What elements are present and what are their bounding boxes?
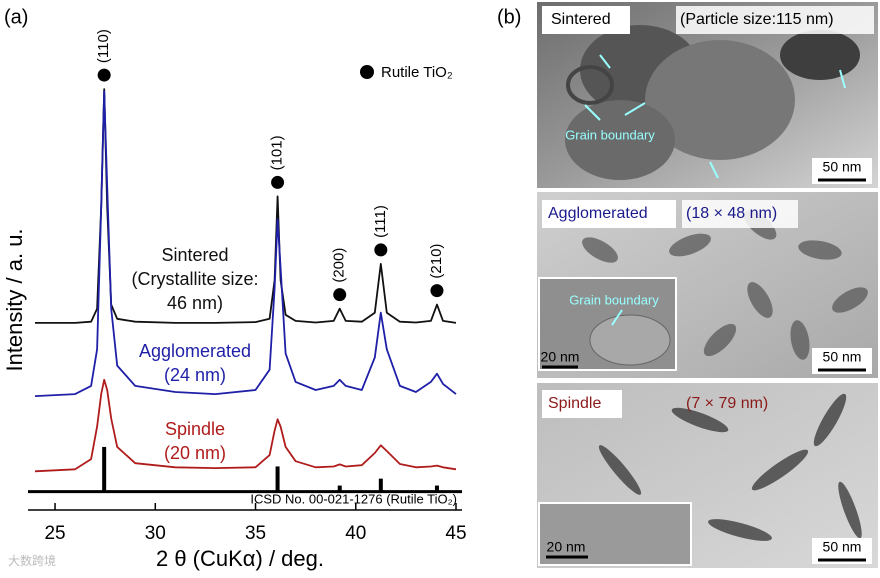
- annotation: Grain boundary: [569, 292, 659, 307]
- peak-marker: [333, 288, 347, 302]
- image-size: (7 × 79 nm): [686, 395, 768, 412]
- image-title: Agglomerated: [548, 205, 648, 222]
- reference-stick: [102, 446, 107, 492]
- peak-label: (210): [428, 244, 445, 279]
- peak-label: (101): [269, 135, 286, 170]
- peak-marker: [271, 175, 285, 189]
- x-tick-label: 45: [445, 523, 466, 544]
- series-label: 46 nm): [167, 293, 223, 313]
- scale-bar-label: 50 nm: [823, 159, 862, 175]
- legend-label: Rutile TiO₂: [381, 64, 453, 81]
- x-tick-label: 25: [44, 523, 65, 544]
- watermark: 大数跨境: [8, 553, 56, 568]
- image-title: Sintered: [551, 11, 611, 28]
- scale-bar-label: 20 nm: [547, 539, 586, 555]
- x-tick-label: 35: [245, 523, 266, 544]
- peak-label: (200): [331, 248, 348, 283]
- series-label: Sintered: [161, 245, 228, 265]
- panel-label: (b): [497, 6, 521, 28]
- series-label: Spindle: [165, 419, 225, 439]
- annotation: Grain boundary: [565, 127, 655, 142]
- xrd-line: [34, 378, 457, 473]
- image-labels: Sintered (Particle size:115 nm) Grain bo…: [541, 6, 874, 564]
- scale-bar-label: 50 nm: [823, 349, 862, 365]
- reference-stick: [378, 478, 383, 492]
- series-label: (20 nm): [164, 443, 226, 463]
- x-tick-label: 40: [345, 523, 366, 544]
- image-title: Spindle: [548, 395, 601, 412]
- reference-label: ICSD No. 00-021-1276 (Rutile TiO₂): [250, 491, 457, 506]
- scale-bar-label: 20 nm: [541, 349, 580, 365]
- series-label: (Crystallite size:: [131, 269, 258, 289]
- series-label: (24 nm): [164, 365, 226, 385]
- scale-bar-label: 50 nm: [823, 539, 862, 555]
- x-tick-label: 30: [145, 523, 166, 544]
- xrd-line: [34, 90, 457, 397]
- peak-label: (111): [372, 205, 389, 238]
- reference-stick: [337, 485, 342, 492]
- peak-marker: [374, 243, 388, 257]
- peak-label: (110): [95, 29, 112, 63]
- x-axis-label: 2 θ (CuKα) / deg.: [156, 546, 324, 571]
- legend-marker: [360, 65, 374, 79]
- reference-stick: [434, 485, 439, 492]
- panel-label: (a): [4, 6, 28, 28]
- image-size: (Particle size:115 nm): [680, 11, 834, 28]
- reference-stick: [275, 466, 280, 492]
- peak-marker: [430, 284, 444, 298]
- image-size: (18 × 48 nm): [686, 205, 777, 222]
- y-axis-label: Intensity / a. u.: [2, 228, 27, 371]
- peak-marker: [97, 68, 111, 82]
- series-label: Agglomerated: [139, 341, 251, 361]
